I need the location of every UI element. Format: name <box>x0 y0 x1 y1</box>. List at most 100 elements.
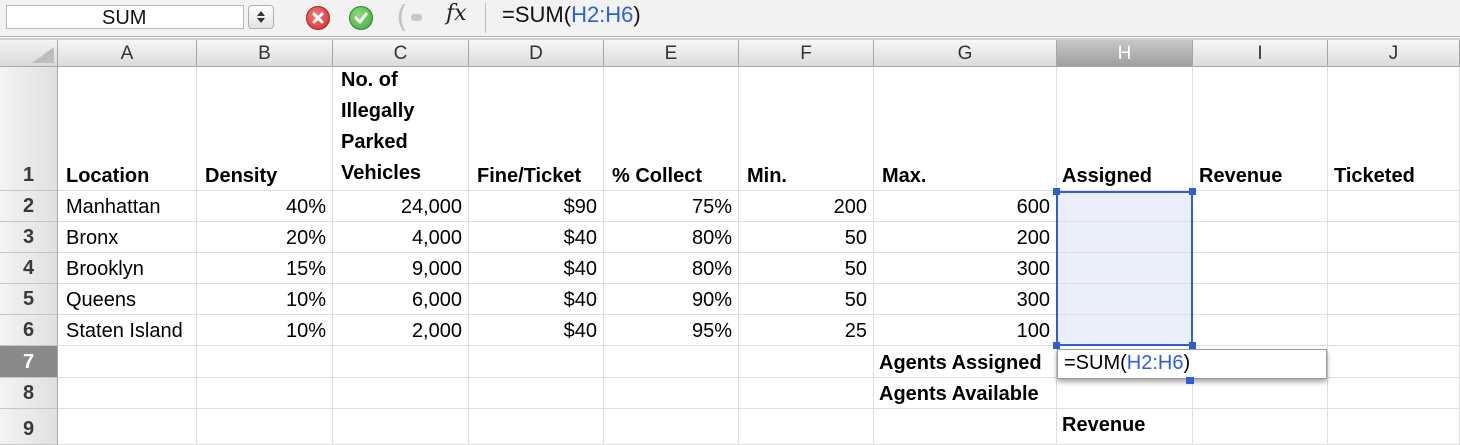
header-cell-location[interactable]: Location <box>58 67 197 191</box>
cell-revenue[interactable] <box>1193 284 1328 315</box>
header-cell-fine[interactable]: Fine/Ticket <box>469 67 604 191</box>
row-header-1[interactable]: 1 <box>0 67 58 191</box>
cell-empty[interactable] <box>739 409 874 445</box>
cell-empty[interactable] <box>604 378 739 409</box>
cell-ticketed[interactable] <box>1328 284 1460 315</box>
cell-editor-h7[interactable]: =SUM(H2:H6) <box>1057 349 1327 379</box>
cell-empty[interactable] <box>1193 378 1328 409</box>
cell-empty[interactable] <box>1328 378 1460 409</box>
cell-revenue[interactable] <box>1193 222 1328 253</box>
select-all-corner[interactable] <box>0 40 58 67</box>
cell-empty[interactable] <box>333 346 469 378</box>
header-cell-density[interactable]: Density <box>197 67 333 191</box>
column-header-e[interactable]: E <box>604 40 739 67</box>
column-header-j[interactable]: J <box>1328 40 1460 67</box>
cell-density[interactable]: 15% <box>197 253 333 284</box>
cell-collect[interactable]: 75% <box>604 191 739 222</box>
cell-empty[interactable] <box>333 378 469 409</box>
cell-location[interactable]: Brooklyn <box>58 253 197 284</box>
cell-min[interactable]: 50 <box>739 284 874 315</box>
cell-max[interactable]: 200 <box>874 222 1057 253</box>
confirm-formula-button[interactable] <box>349 6 373 30</box>
cell-agents-available-label[interactable]: Agents Available <box>874 378 1057 409</box>
cell-density[interactable]: 40% <box>197 191 333 222</box>
column-header-h[interactable]: H <box>1057 40 1193 67</box>
column-header-i[interactable]: I <box>1193 40 1328 67</box>
formula-input[interactable]: =SUM(H2:H6) <box>502 2 641 28</box>
row-header-4[interactable]: 4 <box>0 253 58 284</box>
cell-assigned[interactable] <box>1057 191 1193 222</box>
cell-empty[interactable] <box>604 346 739 378</box>
cell-revenue-label[interactable]: Revenue <box>1057 409 1193 445</box>
cell-fine[interactable]: $90 <box>469 191 604 222</box>
cell-collect[interactable]: 95% <box>604 315 739 346</box>
cell-collect[interactable]: 90% <box>604 284 739 315</box>
cell-collect[interactable]: 80% <box>604 222 739 253</box>
cell-vehicles[interactable]: 24,000 <box>333 191 469 222</box>
row-header-3[interactable]: 3 <box>0 222 58 253</box>
cell-revenue[interactable] <box>1193 315 1328 346</box>
cell-fine[interactable]: $40 <box>469 222 604 253</box>
cell-empty[interactable] <box>197 346 333 378</box>
cell-assigned[interactable] <box>1057 222 1193 253</box>
cell-empty[interactable] <box>604 409 739 445</box>
cell-location[interactable]: Staten Island <box>58 315 197 346</box>
cell-density[interactable]: 10% <box>197 284 333 315</box>
cell-assigned[interactable] <box>1057 315 1193 346</box>
cell-empty[interactable] <box>197 409 333 445</box>
cancel-formula-button[interactable] <box>306 6 330 30</box>
header-cell-max[interactable]: Max. <box>874 67 1057 191</box>
cell-density[interactable]: 10% <box>197 315 333 346</box>
cell-max[interactable]: 100 <box>874 315 1057 346</box>
column-header-b[interactable]: B <box>197 40 333 67</box>
header-cell-revenue[interactable]: Revenue <box>1193 67 1328 191</box>
name-box[interactable]: SUM <box>6 5 244 29</box>
cell-min[interactable]: 50 <box>739 222 874 253</box>
cell-vehicles[interactable]: 6,000 <box>333 284 469 315</box>
cell-vehicles[interactable]: 9,000 <box>333 253 469 284</box>
cell-empty[interactable] <box>739 378 874 409</box>
cell-location[interactable]: Bronx <box>58 222 197 253</box>
column-header-f[interactable]: F <box>739 40 874 67</box>
row-header-6[interactable]: 6 <box>0 315 58 346</box>
cell-ticketed[interactable] <box>1328 191 1460 222</box>
name-box-dropdown-button[interactable] <box>248 5 274 29</box>
cell-empty[interactable] <box>469 409 604 445</box>
cell-revenue[interactable] <box>1193 191 1328 222</box>
formula-builder-paren-icon[interactable]: ( <box>396 0 408 35</box>
header-cell-vehicles[interactable]: No. of Illegally Parked Vehicles <box>333 67 469 191</box>
cell-assigned[interactable] <box>1057 253 1193 284</box>
cell-revenue[interactable] <box>1193 253 1328 284</box>
cell-empty[interactable] <box>874 409 1057 445</box>
cell-min[interactable]: 50 <box>739 253 874 284</box>
cell-empty[interactable] <box>197 378 333 409</box>
cell-empty[interactable] <box>1328 346 1460 378</box>
header-cell-min[interactable]: Min. <box>739 67 874 191</box>
cell-max[interactable]: 300 <box>874 284 1057 315</box>
cell-empty[interactable] <box>333 409 469 445</box>
cell-collect[interactable]: 80% <box>604 253 739 284</box>
cell-empty[interactable] <box>739 346 874 378</box>
cell-assigned[interactable] <box>1057 284 1193 315</box>
cell-location[interactable]: Manhattan <box>58 191 197 222</box>
cell-max[interactable]: 600 <box>874 191 1057 222</box>
row-header-8[interactable]: 8 <box>0 378 58 409</box>
column-header-g[interactable]: G <box>874 40 1057 67</box>
row-header-9[interactable]: 9 <box>0 409 58 445</box>
header-cell-collect[interactable]: % Collect <box>604 67 739 191</box>
cell-min[interactable]: 25 <box>739 315 874 346</box>
editor-fill-handle[interactable] <box>1186 377 1194 384</box>
cell-location[interactable]: Queens <box>58 284 197 315</box>
cell-fine[interactable]: $40 <box>469 253 604 284</box>
cell-fine[interactable]: $40 <box>469 315 604 346</box>
spreadsheet-grid[interactable]: A B C D E F G H I J 1 2 3 4 5 6 7 8 9 Lo… <box>0 40 1460 445</box>
cell-ticketed[interactable] <box>1328 222 1460 253</box>
cell-empty[interactable] <box>469 346 604 378</box>
cell-agents-assigned-label[interactable]: Agents Assigned <box>874 346 1057 378</box>
cell-empty[interactable] <box>1328 409 1460 445</box>
insert-function-button[interactable]: fx <box>446 1 467 26</box>
cell-ticketed[interactable] <box>1328 253 1460 284</box>
column-header-d[interactable]: D <box>469 40 604 67</box>
cell-ticketed[interactable] <box>1328 315 1460 346</box>
row-header-2[interactable]: 2 <box>0 191 58 222</box>
